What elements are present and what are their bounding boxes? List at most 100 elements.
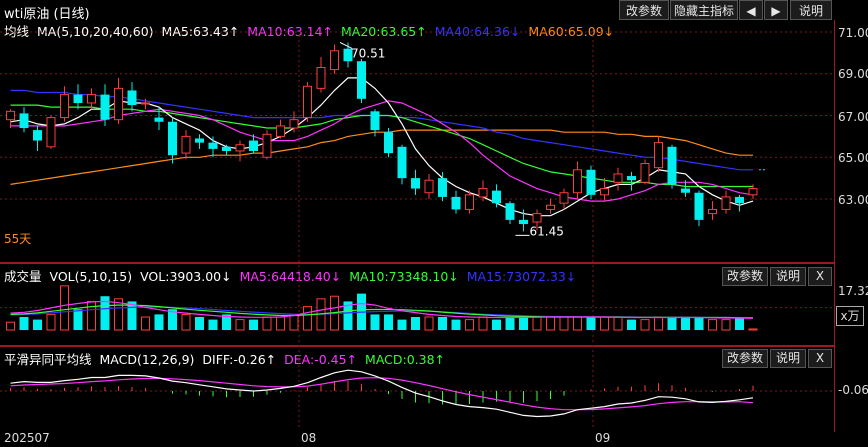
macd-value: MACD:0.38↑ [365,352,446,367]
volume-bar [181,313,191,331]
vol-close-button[interactable]: X [808,267,832,286]
candle-body [289,119,299,129]
vol-help-button[interactable]: 说明 [770,267,806,286]
candle-body [343,48,353,62]
volume-bar [465,319,474,331]
price-tick-63: 63.00 [838,193,868,207]
volume-bar [492,319,501,330]
candle-body [654,142,663,169]
candle-body [330,50,339,71]
macd-help-button[interactable]: 说明 [770,349,806,368]
hide-indicator-button[interactable]: 隐藏主指标 [670,0,738,20]
volume-bar [262,316,272,331]
volume-bar [208,319,218,330]
volume-bar [532,316,542,331]
volume-bar [141,316,150,331]
volume-bar [370,314,380,330]
volume-bar [411,317,420,330]
volume-panel-divider [0,345,834,347]
candle-body [168,121,177,156]
price-tick-65: 65.00 [838,151,868,165]
volume-bar [154,314,164,330]
volume-bar [721,319,731,331]
volume-unit-button[interactable]: x万 [836,306,864,326]
candle-body [627,176,636,181]
candle-body [357,61,366,99]
help-button[interactable]: 说明 [790,0,832,20]
candle-body [505,203,515,220]
low-price-label: 61.45 [530,224,564,238]
vol-ma15-value: MA15:73072.33↓ [466,269,577,284]
candle-body [708,208,717,215]
volume-bar [195,317,204,330]
volume-bar [478,316,488,331]
main-legend: 均线 MA(5,10,20,40,60) MA5:63.43↑ MA10:63.… [4,21,618,40]
volume-bar [613,316,623,331]
dea-line [10,377,754,411]
candle-body [19,113,29,129]
candle-body [235,144,245,152]
volume-bar [249,319,258,330]
macd-close-button[interactable]: X [808,349,832,368]
candle-body [127,90,137,106]
window-title: wti原油 (日线) [4,7,90,22]
ma40-value: MA40:64.36↓ [434,24,521,39]
candle-body [154,117,164,122]
candle-body [640,163,650,183]
candle-body [492,190,501,204]
vol-params-button[interactable]: 改参数 [722,267,768,286]
main-panel-divider [0,262,834,264]
candle-body [141,102,150,105]
volume-bar [60,285,69,331]
candle-body [87,94,96,104]
macd-params-button[interactable]: 改参数 [722,349,768,368]
candle-body [438,178,447,197]
volume-bar [748,328,758,331]
candle-body [33,130,42,141]
volume-bar [694,317,704,330]
volume-bar [127,301,137,330]
volume-bar [276,316,285,331]
volume-bar [654,316,663,331]
candle-body [721,196,731,210]
volume-bar [600,316,609,331]
x-label-08: 08 [301,431,317,445]
candle-body [478,188,488,198]
candle-body [465,194,474,210]
candle-body [114,87,123,121]
candle-body [208,142,218,149]
volume-bar [546,316,555,331]
ma10-line [10,100,754,202]
volume-bar [681,317,690,330]
params-button[interactable]: 改参数 [619,0,669,20]
volume-bar [640,319,650,331]
volume-title: 成交量 [4,269,42,284]
volume-bar [100,296,110,330]
candle-body [249,140,258,151]
macd-axis-tick: -0.06 [838,383,868,397]
candle-body [573,169,582,194]
volume-params: VOL(5,10,15) [49,269,133,284]
days-count-label: 55天 [4,232,32,246]
price-tick-71: 71.00 [838,26,868,40]
macd-legend: 平滑异同平均线 MACD(12,26,9) DIFF:-0.26↑ DEA:-0… [4,349,449,368]
candle-body [60,94,69,119]
candle-body [6,110,15,121]
volume-bar [586,317,596,330]
next-arrow-button[interactable]: ▶ [764,0,788,20]
volume-bar [114,298,123,331]
candle-body [411,178,420,189]
volume-axis-top: 17.32 [838,284,868,298]
prev-arrow-button[interactable]: ◀ [739,0,763,20]
candle-body [600,188,609,196]
candle-body [181,135,191,154]
vol-ma5-value: MA5:64418.40↓ [239,269,342,284]
candle-body [735,196,744,204]
volume-bar [559,316,569,331]
candle-body [451,196,461,210]
candle-body [195,138,204,143]
volume-bar [573,316,582,331]
candle-body [276,125,285,137]
volume-bar [222,314,231,330]
